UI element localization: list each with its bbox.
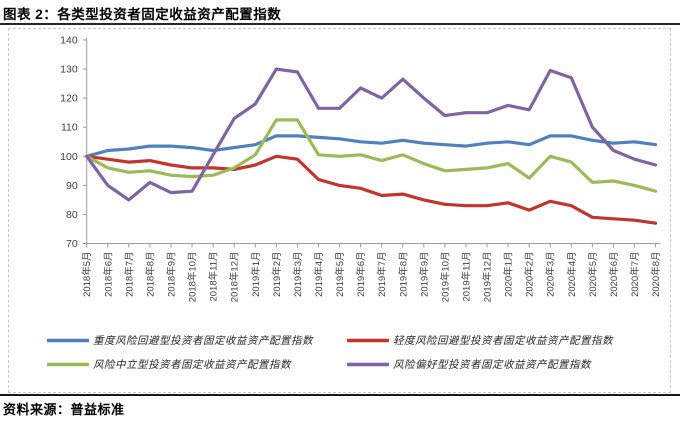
legend-label-risk-preferring: 风险偏好型投资者固定收益资产配置指数	[393, 359, 592, 371]
y-tick-label: 140	[60, 35, 78, 47]
x-tick-label: 2020年3月	[545, 252, 557, 297]
x-tick-label: 2020年8月	[650, 252, 662, 297]
line-risk-neutral	[85, 118, 658, 193]
x-tick-label: 2019年10月	[439, 252, 451, 303]
title-underline	[0, 23, 680, 25]
x-tick-label: 2019年11月	[460, 252, 472, 302]
x-tick-label: 2019年2月	[271, 252, 283, 297]
x-tick-label: 2018年8月	[144, 252, 156, 297]
x-tick-label: 2018年12月	[229, 252, 241, 303]
legend-label-light-risk-averse: 轻度风险回避型投资者固定收益资产配置指数	[393, 335, 614, 347]
y-tick-label: 90	[66, 180, 78, 192]
x-tick-label: 2019年12月	[482, 252, 494, 303]
y-tick-label: 100	[60, 151, 78, 163]
y-tick-label: 120	[60, 93, 78, 105]
x-tick-label: 2019年7月	[376, 252, 388, 297]
x-tick-label: 2019年3月	[292, 252, 304, 297]
x-tick-label: 2018年6月	[102, 252, 114, 297]
x-tick-label: 2019年9月	[418, 252, 430, 297]
x-tick-label: 2018年11月	[208, 252, 220, 302]
chart-title: 图表 2：各类型投资者固定收益资产配置指数	[3, 7, 282, 22]
y-tick-label: 80	[66, 209, 78, 221]
y-tick-label: 70	[66, 238, 78, 250]
x-tick-label: 2020年6月	[608, 252, 620, 297]
x-tick-label: 2020年2月	[524, 252, 536, 297]
x-tick-label: 2019年4月	[313, 252, 325, 297]
x-tick-label: 2018年5月	[81, 252, 93, 297]
y-tick-label: 110	[61, 122, 78, 134]
allocation-index-chart: 70 80 90 100 110 120 130 140 2018年5月 2018年6月 2018年…	[47, 35, 662, 371]
x-tick-label: 2020年4月	[566, 252, 578, 297]
chart-container: 70 80 90 100 110 120 130 140 2018年5月 2018年6月 2018年…	[8, 28, 671, 393]
x-tick-label: 2020年7月	[629, 252, 641, 297]
x-tick-label: 2018年7月	[123, 252, 135, 297]
source-note: 资料来源：普益标准	[3, 402, 125, 417]
x-tick-label: 2019年6月	[355, 252, 367, 297]
x-tick-label: 2019年5月	[334, 252, 346, 297]
footer-rule	[0, 394, 680, 396]
line-heavy-risk-averse	[85, 134, 658, 158]
x-tick-label: 2018年10月	[187, 252, 199, 303]
x-tick-label: 2019年1月	[250, 252, 262, 297]
legend-label-heavy-risk-averse: 重度风险回避型投资者固定收益资产配置指数	[93, 335, 314, 347]
x-tick-label: 2020年5月	[587, 252, 599, 297]
x-tick-label: 2020年1月	[503, 251, 515, 296]
y-tick-label: 130	[60, 64, 78, 76]
line-risk-preferring	[85, 67, 658, 202]
legend-label-risk-neutral: 风险中立型投资者固定收益资产配置指数	[93, 359, 292, 371]
x-tick-label: 2018年9月	[165, 252, 177, 297]
x-tick-label: 2019年8月	[397, 252, 409, 297]
line-light-risk-averse	[85, 154, 658, 225]
